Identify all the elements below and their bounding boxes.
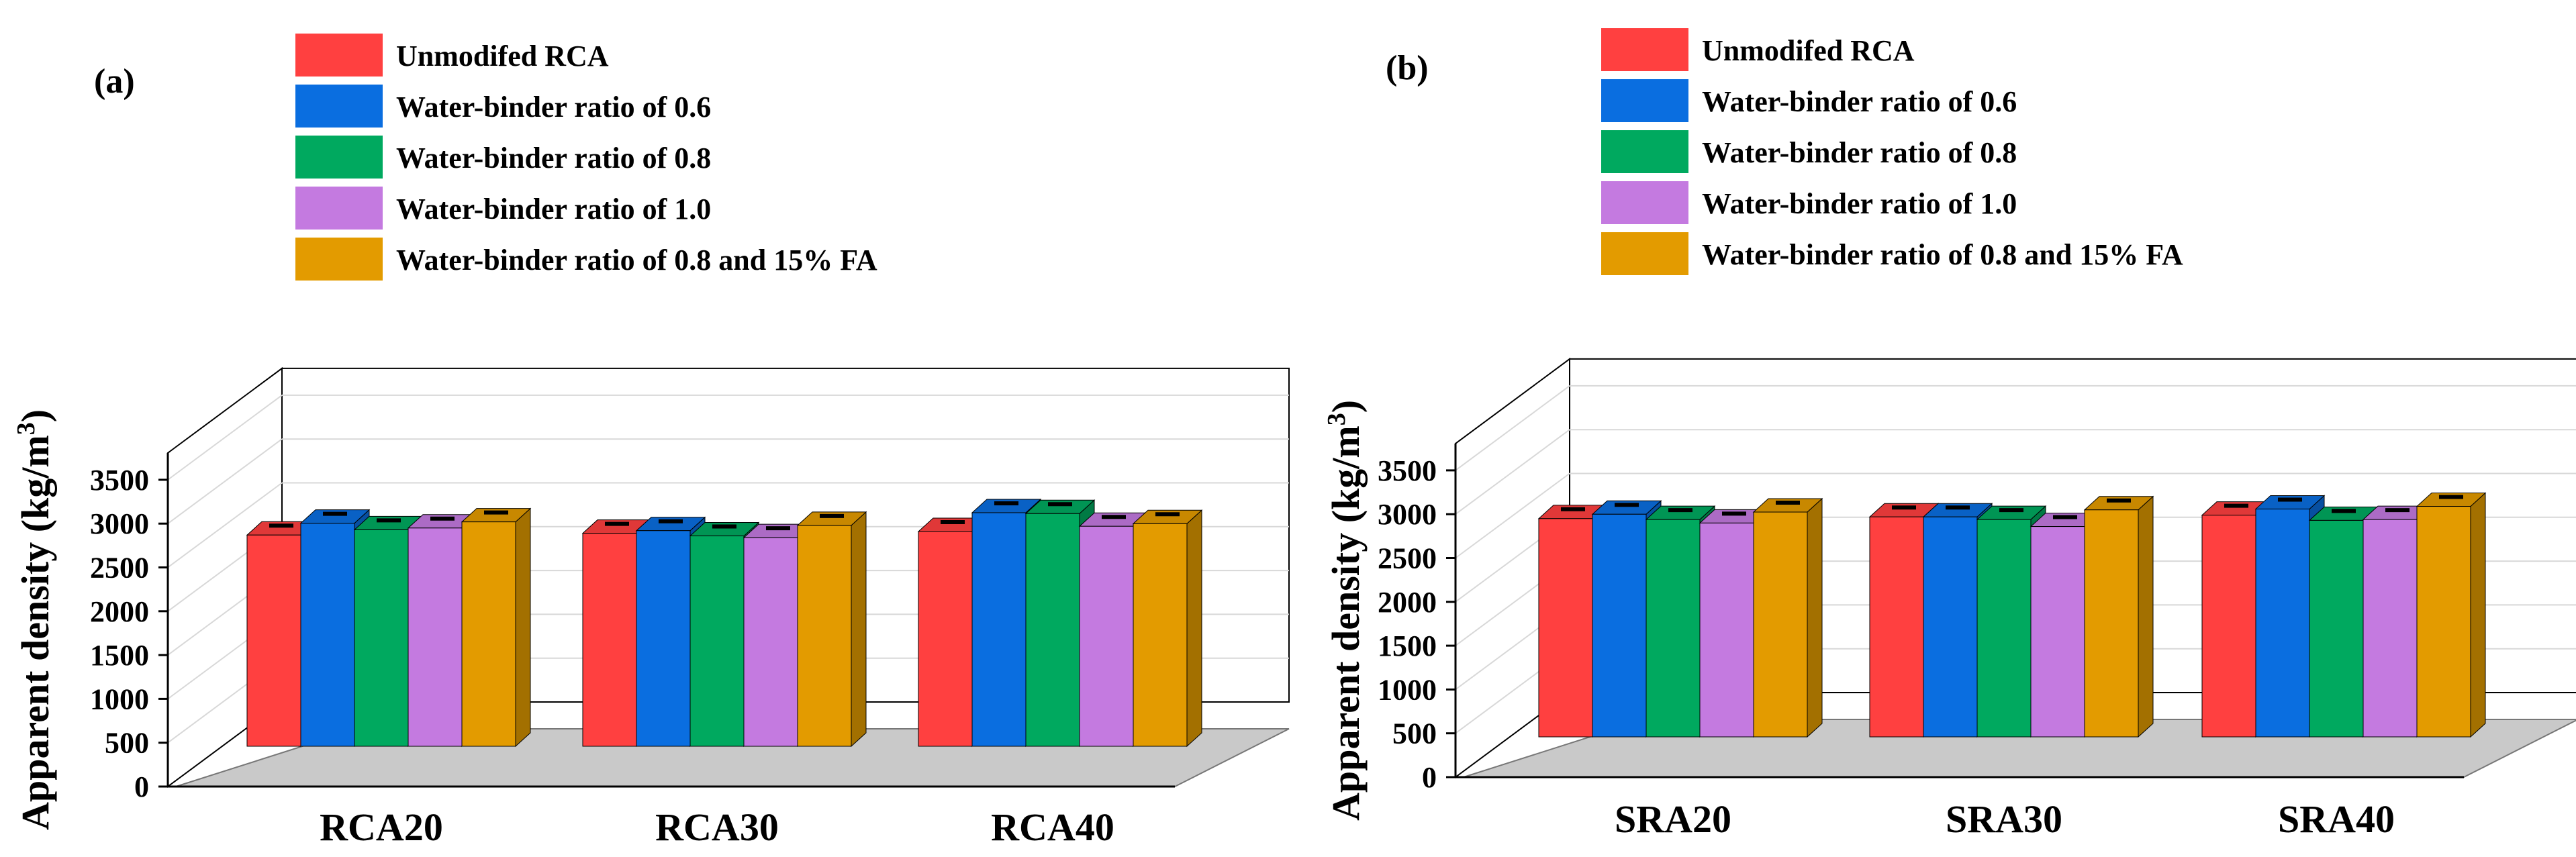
bar — [2416, 506, 2471, 738]
y-tick-label: 3500 — [90, 464, 149, 497]
y-tick-label: 3000 — [90, 507, 149, 540]
legend-swatch — [295, 34, 383, 77]
bar — [1753, 511, 1808, 738]
bar-side — [1186, 509, 1202, 748]
bar — [636, 530, 691, 747]
bar — [2363, 519, 2418, 738]
legend-label: Water-binder ratio of 1.0 — [1702, 187, 2017, 220]
legend-label: Water-binder ratio of 0.6 — [1702, 85, 2017, 118]
bar — [1079, 525, 1134, 747]
bar — [971, 512, 1027, 747]
y-tick-label: 0 — [1422, 761, 1437, 794]
bar — [2084, 509, 2139, 738]
y-tick-label: 1500 — [90, 639, 149, 672]
bar — [246, 534, 301, 747]
legend-label: Water-binder ratio of 0.6 — [396, 91, 711, 123]
bar — [1923, 516, 1978, 738]
bar — [408, 527, 463, 747]
bar — [743, 537, 798, 747]
legend-label: Water-binder ratio of 0.8 and 15% FA — [396, 244, 877, 276]
bar — [2255, 508, 2310, 738]
bar — [1025, 513, 1080, 747]
legend-label: Water-binder ratio of 1.0 — [396, 193, 711, 225]
y-tick-label: 2000 — [90, 595, 149, 628]
gridline — [1455, 429, 1570, 515]
y-tick-label: 3500 — [1378, 454, 1437, 487]
panel-b: 0 500 1000 1500 2000 2500 3000 3500 SRA20 SRA30 SR… — [1323, 28, 2576, 841]
legend-label: Unmodifed RCA — [396, 40, 609, 72]
gridline — [1455, 472, 1570, 559]
y-tick-label: 0 — [134, 770, 149, 803]
bar — [1976, 519, 2032, 738]
y-tick-label: 500 — [1392, 717, 1437, 750]
y-tick-label: 1000 — [90, 683, 149, 715]
legend-label: Water-binder ratio of 0.8 — [396, 142, 711, 174]
bar — [797, 525, 852, 747]
gridline — [1455, 385, 1570, 471]
panel-a: 0 500 1000 1500 2000 2500 3000 3500 RCA20 RCA30 RC… — [12, 34, 1290, 849]
legend-swatch — [295, 187, 383, 230]
y-tick-label: 500 — [105, 727, 149, 760]
x-category-label: RCA30 — [655, 805, 779, 849]
bar — [918, 531, 973, 747]
bar — [1133, 523, 1188, 747]
bar — [300, 523, 355, 747]
y-tick-label: 3000 — [1378, 498, 1437, 531]
legend-swatch — [295, 85, 383, 128]
x-category-label: RCA40 — [991, 805, 1114, 849]
bar-side — [2470, 492, 2486, 738]
bar — [2309, 519, 2364, 738]
bar — [461, 521, 516, 747]
y-tick-label: 2500 — [1378, 542, 1437, 575]
bar — [2201, 515, 2256, 738]
bar — [1869, 516, 1924, 738]
bar-side — [851, 511, 867, 748]
panel-label: (b) — [1386, 49, 1429, 87]
legend-swatch — [1601, 181, 1688, 224]
bar — [1592, 513, 1647, 738]
x-category-label: RCA20 — [320, 805, 443, 849]
legend-swatch — [1601, 28, 1688, 71]
legend-swatch — [1601, 79, 1688, 122]
x-category-label: SRA20 — [1615, 797, 1731, 841]
legend-swatch — [295, 136, 383, 179]
y-axis-label: Apparent density (kg/m3) — [1323, 400, 1368, 821]
bar-side — [1807, 497, 1823, 738]
bar — [1538, 518, 1593, 738]
y-axis-label: Apparent density (kg/m3) — [12, 409, 57, 830]
panel-label: (a) — [94, 62, 135, 101]
bar-side — [2138, 495, 2154, 738]
x-category-label: SRA30 — [1946, 797, 2062, 841]
bar-side — [515, 507, 531, 748]
y-tick-label: 2500 — [90, 552, 149, 585]
bar — [1645, 519, 1701, 738]
legend-swatch — [1601, 130, 1688, 173]
gridline — [167, 438, 283, 525]
bar — [1699, 522, 1754, 738]
y-tick-label: 2000 — [1378, 586, 1437, 619]
legend-swatch — [1601, 232, 1688, 275]
gridline — [167, 482, 283, 568]
bar — [2030, 526, 2085, 738]
legend-swatch — [295, 238, 383, 281]
bar — [354, 529, 409, 747]
bar — [582, 533, 637, 747]
y-tick-label: 1500 — [1378, 629, 1437, 662]
y-tick-label: 1000 — [1378, 673, 1437, 706]
gridline — [167, 395, 283, 481]
legend-label: Water-binder ratio of 0.8 and 15% FA — [1702, 238, 2183, 271]
x-category-label: SRA40 — [2278, 797, 2395, 841]
legend-label: Unmodifed RCA — [1702, 34, 1915, 67]
legend-label: Water-binder ratio of 0.8 — [1702, 136, 2017, 169]
bar — [689, 536, 745, 747]
